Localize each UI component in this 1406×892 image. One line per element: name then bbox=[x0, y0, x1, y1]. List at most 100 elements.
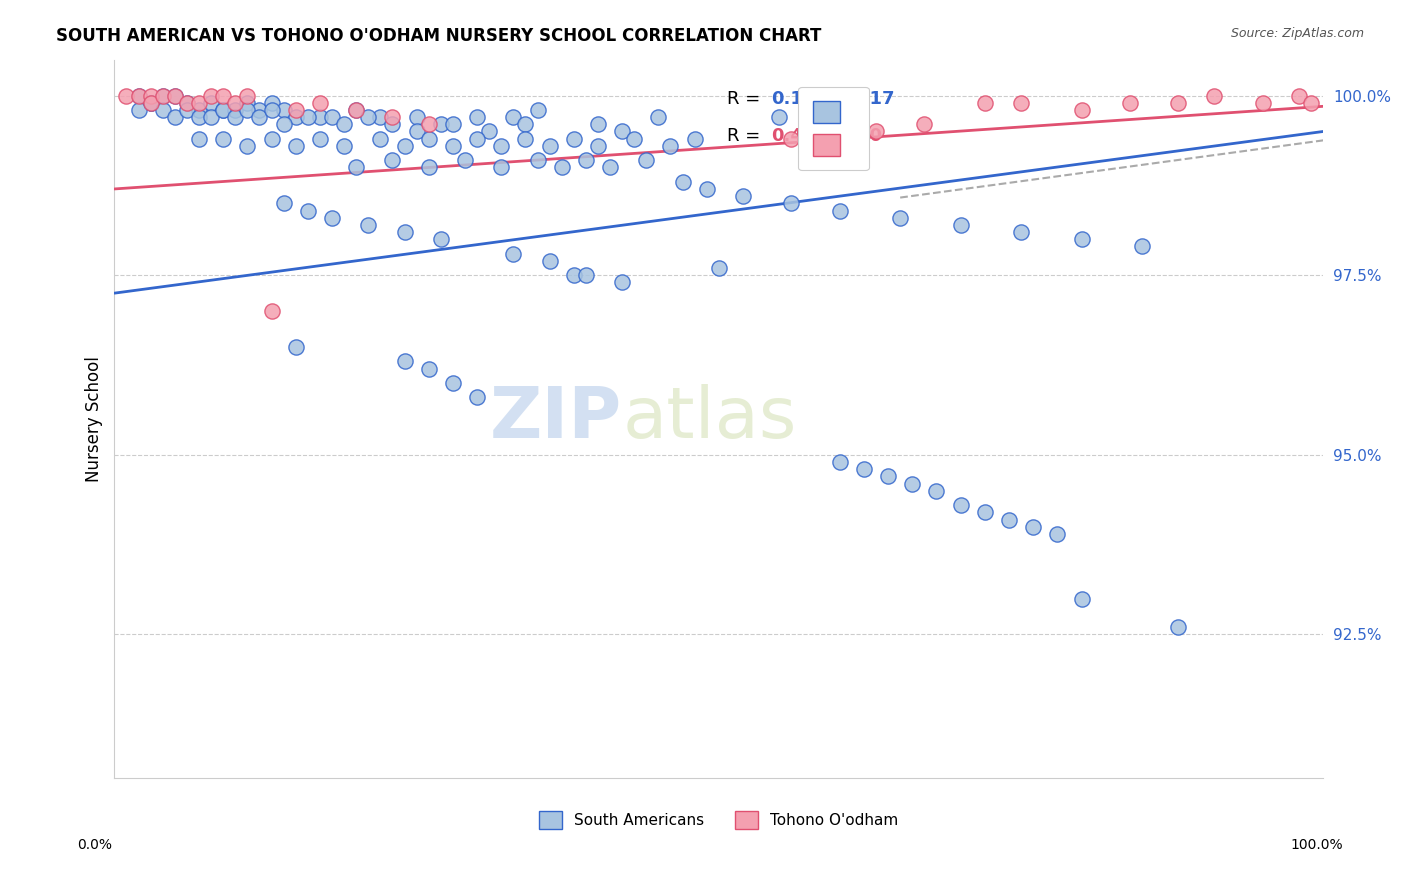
Point bbox=[441, 117, 464, 131]
Point bbox=[538, 138, 561, 153]
Point bbox=[550, 161, 572, 175]
Point bbox=[1288, 88, 1310, 103]
Text: R =: R = bbox=[727, 90, 766, 108]
Point bbox=[370, 110, 392, 124]
Point bbox=[394, 225, 416, 239]
Point bbox=[901, 476, 924, 491]
Point bbox=[465, 110, 488, 124]
Point bbox=[418, 117, 440, 131]
Point bbox=[405, 124, 427, 138]
Point bbox=[1130, 239, 1153, 253]
Point bbox=[586, 138, 609, 153]
Point bbox=[405, 110, 427, 124]
Point bbox=[1204, 88, 1226, 103]
Point bbox=[200, 95, 222, 110]
Point bbox=[236, 103, 259, 117]
Point bbox=[430, 117, 453, 131]
Point bbox=[1070, 103, 1092, 117]
Point bbox=[357, 110, 380, 124]
Point bbox=[273, 196, 295, 211]
Point bbox=[381, 153, 404, 168]
Point bbox=[1046, 527, 1069, 541]
Point bbox=[502, 246, 524, 260]
Point bbox=[370, 131, 392, 145]
Point bbox=[586, 117, 609, 131]
Point bbox=[912, 117, 935, 131]
Point bbox=[1119, 95, 1142, 110]
Point bbox=[381, 117, 404, 131]
Point bbox=[309, 131, 332, 145]
Point bbox=[188, 95, 211, 110]
Point bbox=[236, 138, 259, 153]
Point bbox=[224, 103, 246, 117]
Point bbox=[1251, 95, 1274, 110]
Text: SOUTH AMERICAN VS TOHONO O'ODHAM NURSERY SCHOOL CORRELATION CHART: SOUTH AMERICAN VS TOHONO O'ODHAM NURSERY… bbox=[56, 27, 821, 45]
Point bbox=[696, 182, 718, 196]
Point bbox=[344, 161, 367, 175]
Point bbox=[394, 138, 416, 153]
Point bbox=[152, 88, 174, 103]
Point bbox=[357, 218, 380, 232]
Text: 0.443: 0.443 bbox=[770, 128, 828, 145]
Point bbox=[491, 138, 513, 153]
Point bbox=[176, 103, 198, 117]
Point bbox=[152, 103, 174, 117]
Point bbox=[889, 211, 911, 225]
Point bbox=[139, 95, 162, 110]
Point bbox=[236, 95, 259, 110]
Point bbox=[502, 110, 524, 124]
Point bbox=[526, 153, 548, 168]
Point bbox=[236, 88, 259, 103]
Point bbox=[575, 153, 598, 168]
Point bbox=[852, 462, 875, 476]
Point bbox=[538, 253, 561, 268]
Point bbox=[707, 260, 730, 275]
Point bbox=[441, 138, 464, 153]
Point bbox=[139, 88, 162, 103]
Point bbox=[430, 232, 453, 246]
Text: 0.181: 0.181 bbox=[770, 90, 828, 108]
Point bbox=[1022, 519, 1045, 533]
Point bbox=[163, 110, 186, 124]
Point bbox=[381, 110, 404, 124]
Point bbox=[273, 117, 295, 131]
Point bbox=[949, 498, 972, 512]
Point bbox=[309, 95, 332, 110]
Point bbox=[780, 131, 803, 145]
Point bbox=[877, 469, 900, 483]
Point bbox=[828, 455, 851, 469]
Point bbox=[780, 196, 803, 211]
Point bbox=[284, 138, 307, 153]
Point bbox=[441, 376, 464, 390]
Text: 0.0%: 0.0% bbox=[77, 838, 112, 852]
Point bbox=[1070, 591, 1092, 606]
Point bbox=[973, 505, 995, 519]
Point bbox=[176, 95, 198, 110]
Point bbox=[1010, 95, 1032, 110]
Point bbox=[200, 88, 222, 103]
Point bbox=[188, 103, 211, 117]
Point bbox=[212, 103, 235, 117]
Text: R =: R = bbox=[727, 128, 766, 145]
Point bbox=[562, 131, 585, 145]
Point bbox=[418, 161, 440, 175]
Point bbox=[273, 103, 295, 117]
Text: N =: N = bbox=[815, 128, 868, 145]
Point bbox=[394, 354, 416, 368]
Point bbox=[344, 103, 367, 117]
Point bbox=[610, 124, 633, 138]
Point bbox=[128, 103, 150, 117]
Point bbox=[465, 131, 488, 145]
Text: atlas: atlas bbox=[621, 384, 797, 453]
Point bbox=[260, 131, 283, 145]
Point bbox=[260, 304, 283, 318]
Text: ZIP: ZIP bbox=[489, 384, 621, 453]
Point bbox=[297, 203, 319, 218]
Point bbox=[344, 103, 367, 117]
Point bbox=[623, 131, 645, 145]
Point bbox=[1167, 620, 1189, 634]
Point bbox=[491, 161, 513, 175]
Point bbox=[418, 361, 440, 376]
Point bbox=[224, 110, 246, 124]
Point bbox=[224, 95, 246, 110]
